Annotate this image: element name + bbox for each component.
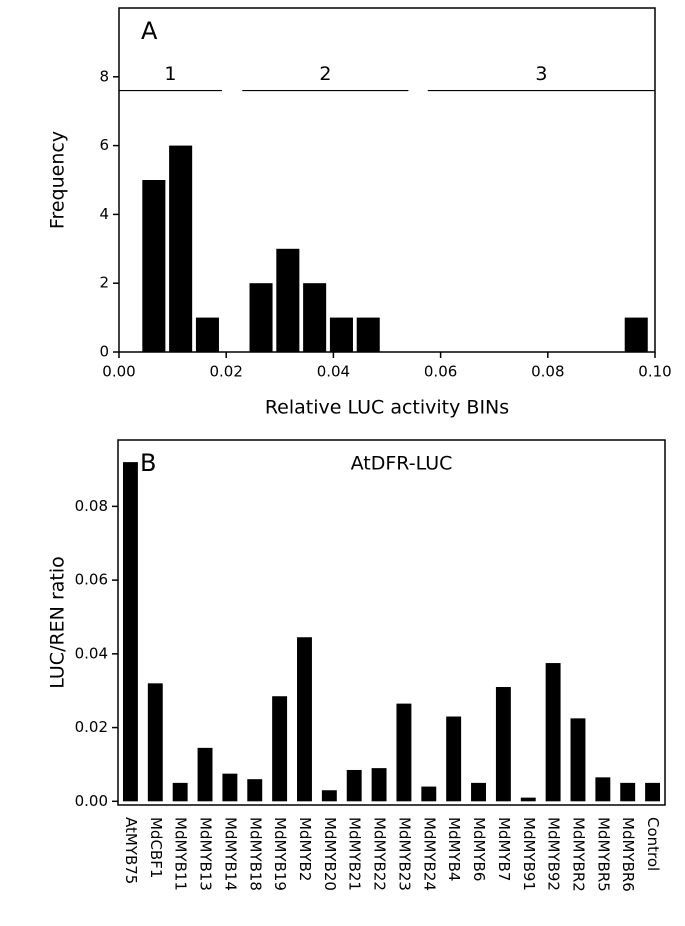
bar [471,782,486,802]
x-tick-label: 0.04 [317,363,350,381]
bar [371,768,387,802]
x-tick-label: MdMYB20 [321,817,339,891]
y-tick-label: 2 [99,274,109,292]
bar [624,317,648,352]
bar [297,637,312,802]
bar [303,283,327,352]
x-tick-label: MdMYB23 [395,817,413,891]
x-tick-label: MdMYB92 [545,817,563,891]
bar [222,773,238,802]
x-axis-title: Relative LUC activity BINs [265,397,509,419]
y-axis-title: Frequency [47,131,69,229]
bar [249,283,273,352]
x-tick-label: MdMYB2 [296,817,314,881]
x-tick-label: MdMYB24 [420,817,438,891]
x-tick-label: Control [644,817,662,871]
bar [321,790,337,802]
bar [570,718,586,802]
bar [620,782,636,802]
group-label: 1 [164,63,176,85]
x-tick-label: MdMYB4 [445,817,463,881]
bar [346,769,362,802]
x-tick-label: MdMYB22 [371,817,389,891]
y-tick-label: 0.00 [75,792,108,810]
bar [142,180,166,352]
bar [545,663,561,802]
plot-frame [118,7,656,353]
x-tick-label: MdMYB13 [197,817,215,891]
x-tick-label: MdCBF1 [147,817,165,878]
x-tick-label: MdMYBR6 [619,817,637,892]
bar [147,683,163,802]
bar [520,797,536,802]
group-label: 2 [319,63,331,85]
panel-letter: A [141,17,158,45]
bar [645,782,661,802]
x-tick-label: MdMYB11 [172,817,190,891]
bar [169,145,193,352]
x-tick-label: MdMYB18 [246,817,264,891]
y-tick-label: 6 [99,136,109,154]
group-label: 3 [535,63,547,85]
plot-frame [117,439,666,806]
chart-title: AtDFR-LUC [351,453,453,475]
x-tick-label: MdMYB21 [346,817,364,891]
y-tick-label: 0.02 [75,718,108,736]
bar [396,703,412,802]
x-tick-label: MdMYBR2 [569,817,587,892]
x-tick-label: AtMYB75 [122,817,140,884]
y-tick-label: 4 [99,205,109,223]
bar [356,317,380,352]
x-tick-label: MdMYB6 [470,817,488,881]
x-tick-label: 0.02 [209,363,242,381]
x-tick-label: 0.10 [638,363,671,381]
x-tick-label: MdMYB19 [271,817,289,891]
bar [172,782,188,802]
x-tick-label: MdMYBR5 [594,817,612,892]
x-tick-label: 0.06 [424,363,457,381]
y-tick-label: 0.06 [75,571,108,589]
bar [122,462,138,802]
bar [421,786,437,802]
bar [329,317,353,352]
bar [495,687,511,802]
x-tick-label: 0.00 [102,363,135,381]
bar [276,248,300,352]
bar [195,317,219,352]
x-tick-label: MdMYB7 [495,817,513,881]
x-tick-label: MdMYB91 [520,817,538,891]
y-tick-label: 0 [99,343,109,361]
bar [272,696,288,802]
x-tick-label: 0.08 [531,363,564,381]
y-tick-label: 0.08 [75,497,108,515]
y-tick-label: 0.04 [75,644,108,662]
y-axis-title: LUC/REN ratio [47,556,69,688]
panel-letter: B [140,449,156,477]
bar [197,747,213,802]
y-tick-label: 8 [99,67,109,85]
bar [446,716,462,802]
bar [595,777,611,802]
bar [247,779,263,802]
x-tick-label: MdMYB14 [221,817,239,891]
